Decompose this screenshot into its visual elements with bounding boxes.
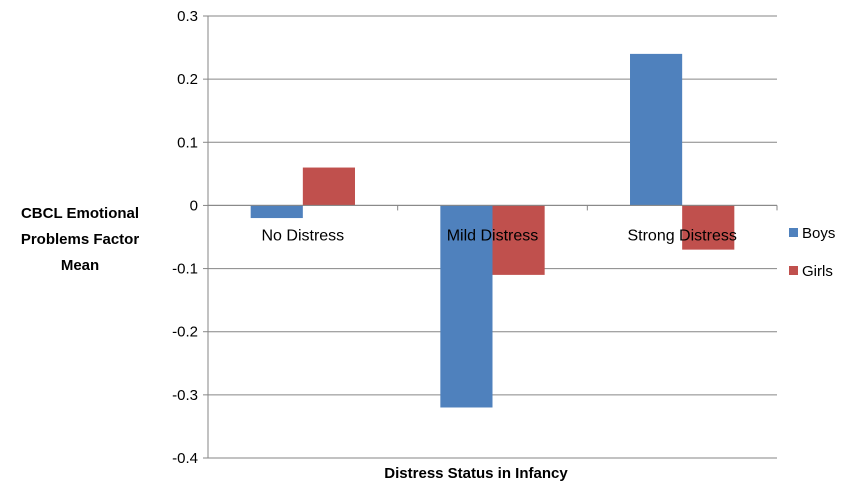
y-tick-label: -0.1 bbox=[172, 261, 198, 278]
bar-boys-no-distress bbox=[250, 205, 303, 219]
x-category-label: Strong Distress bbox=[627, 227, 736, 244]
y-tick-label: 0 bbox=[190, 197, 198, 214]
bar-boys-mild-distress bbox=[440, 205, 493, 408]
bar-girls-no-distress bbox=[302, 167, 355, 206]
y-tick-label: 0.1 bbox=[177, 134, 198, 151]
bar-girls-mild-distress bbox=[492, 205, 545, 275]
axes bbox=[203, 15, 778, 459]
x-axis-title: Distress Status in Infancy bbox=[384, 465, 568, 482]
legend: Boys Girls bbox=[789, 225, 835, 280]
y-tick-label: -0.3 bbox=[172, 387, 198, 404]
bar-girls-strong-distress bbox=[682, 205, 735, 250]
legend-label-girls: Girls bbox=[802, 263, 833, 280]
legend-swatch-girls bbox=[789, 266, 798, 275]
y-axis-title-line-3: Mean bbox=[61, 257, 99, 274]
legend-label-boys: Boys bbox=[802, 225, 835, 242]
y-tick-label: 0.3 bbox=[177, 8, 198, 25]
x-category-label: Mild Distress bbox=[447, 227, 539, 244]
y-tick-label: -0.4 bbox=[172, 450, 198, 467]
y-axis-title-line-2: Problems Factor bbox=[21, 231, 140, 248]
y-tick-label: -0.2 bbox=[172, 324, 198, 341]
y-tick-label: 0.2 bbox=[177, 71, 198, 88]
y-axis-title-line-1: CBCL Emotional bbox=[21, 205, 139, 222]
legend-swatch-boys bbox=[789, 228, 798, 237]
labels: 0.3 0.2 0.1 0 -0.1 -0.2 -0.3 -0.4 No Distress Mil… bbox=[172, 8, 737, 467]
bar-boys-strong-distress bbox=[630, 53, 683, 206]
bars bbox=[250, 53, 735, 408]
x-category-label: No Distress bbox=[261, 227, 344, 244]
